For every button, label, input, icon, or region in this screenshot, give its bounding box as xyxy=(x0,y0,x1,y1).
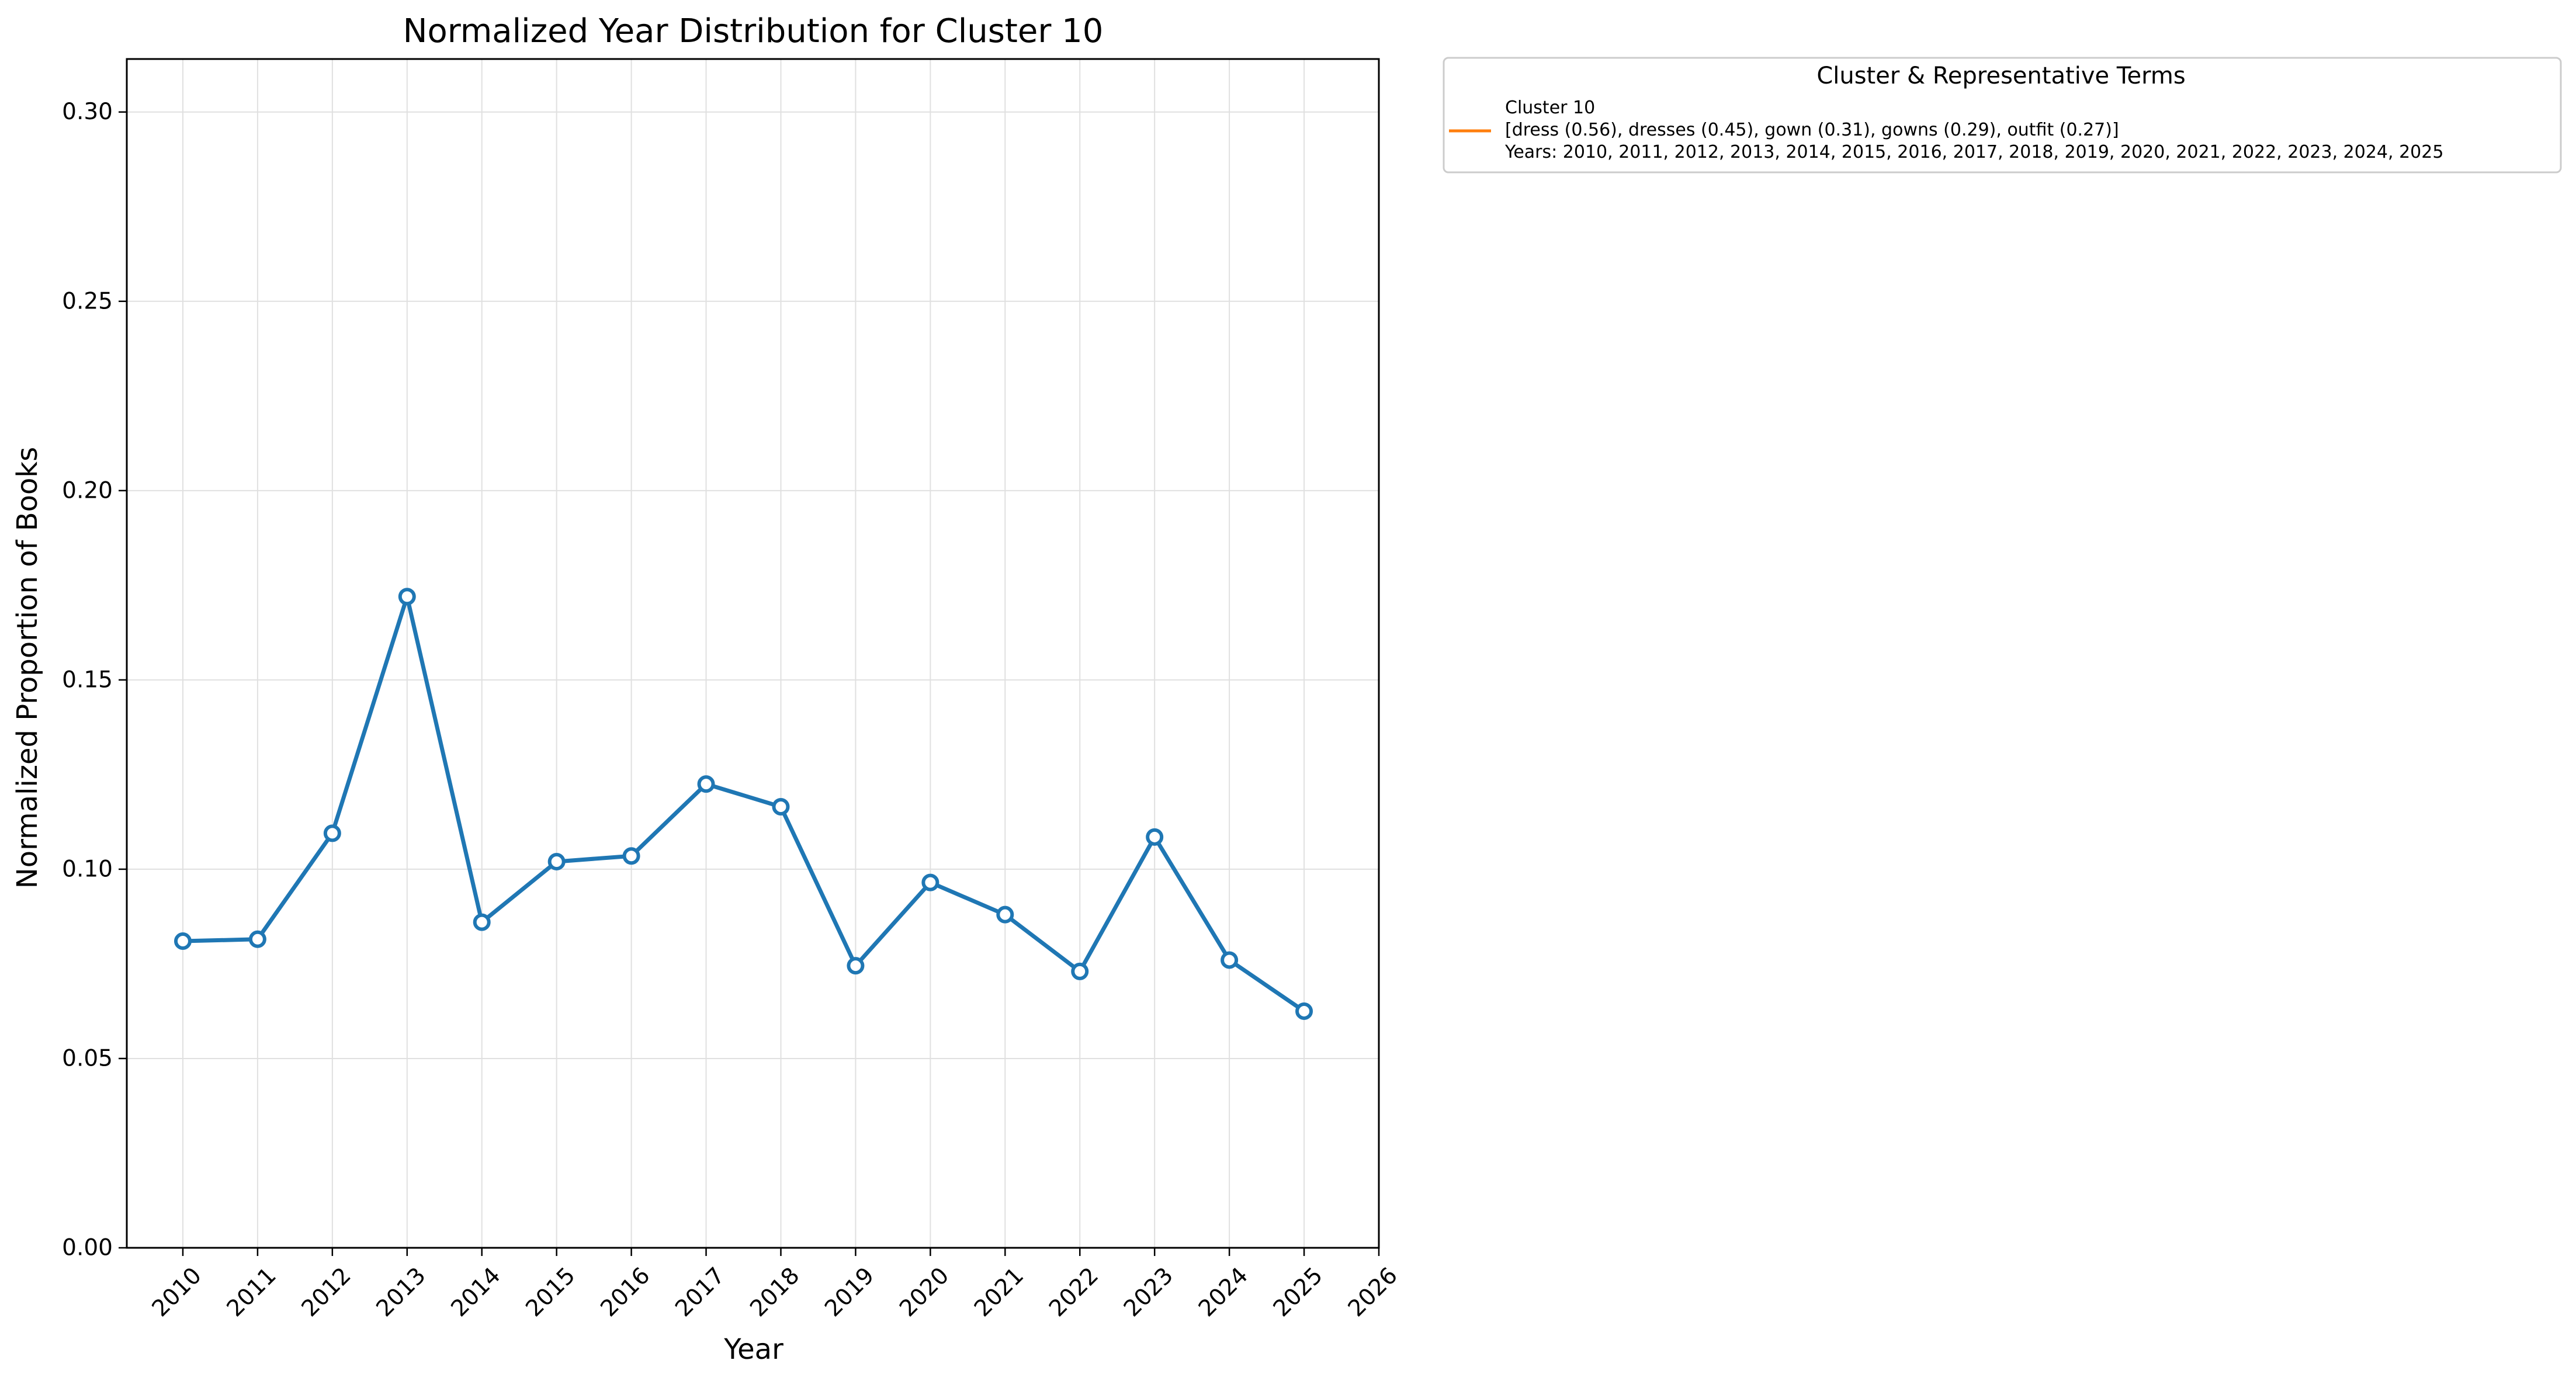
data-point xyxy=(323,824,341,842)
y-tick-label: 0.20 xyxy=(62,477,113,504)
y-tick-label: 0.15 xyxy=(62,667,113,693)
y-axis-ticks: 0.00 0.05 0.10 0.15 0.20 0.25 0.30 xyxy=(62,99,127,1261)
y-tick-label: 0.10 xyxy=(62,856,113,882)
series-line xyxy=(182,594,1306,1013)
data-point xyxy=(1146,828,1164,846)
data-point xyxy=(547,852,566,870)
data-point xyxy=(398,588,416,606)
x-axis-label: Year xyxy=(723,1333,783,1366)
data-point xyxy=(772,797,790,816)
legend: Cluster & Representative Terms Cluster 1… xyxy=(1443,57,2562,174)
plot-frame xyxy=(126,58,1380,1249)
data-point xyxy=(1295,1002,1313,1020)
axes xyxy=(126,58,1380,1249)
data-point xyxy=(996,905,1014,924)
y-tick-label: 0.25 xyxy=(62,288,113,314)
data-point xyxy=(1071,962,1089,980)
y-axis-label: Normalized Proportion of Books xyxy=(11,447,44,889)
data-point xyxy=(473,913,491,931)
y-tick-label: 0.30 xyxy=(62,99,113,125)
legend-title: Cluster & Representative Terms xyxy=(1816,63,2185,89)
data-point xyxy=(248,930,266,948)
chart-title: Normalized Year Distribution for Cluster… xyxy=(403,12,1104,50)
y-tick-label: 0.05 xyxy=(62,1045,113,1071)
data-series xyxy=(174,588,1313,1020)
data-point xyxy=(921,873,939,891)
y-tick-label: 0.00 xyxy=(62,1235,113,1261)
legend-label-terms: [dress (0.56), dresses (0.45), gown (0.3… xyxy=(1505,120,2119,140)
legend-label-years: Years: 2010, 2011, 2012, 2013, 2014, 201… xyxy=(1504,142,2443,162)
data-point xyxy=(622,847,640,865)
legend-frame xyxy=(1443,57,2562,174)
legend-label-cluster: Cluster 10 xyxy=(1505,98,1595,118)
data-point xyxy=(697,775,715,793)
data-point xyxy=(847,957,865,975)
data-point xyxy=(174,932,192,950)
data-point xyxy=(1221,951,1239,969)
